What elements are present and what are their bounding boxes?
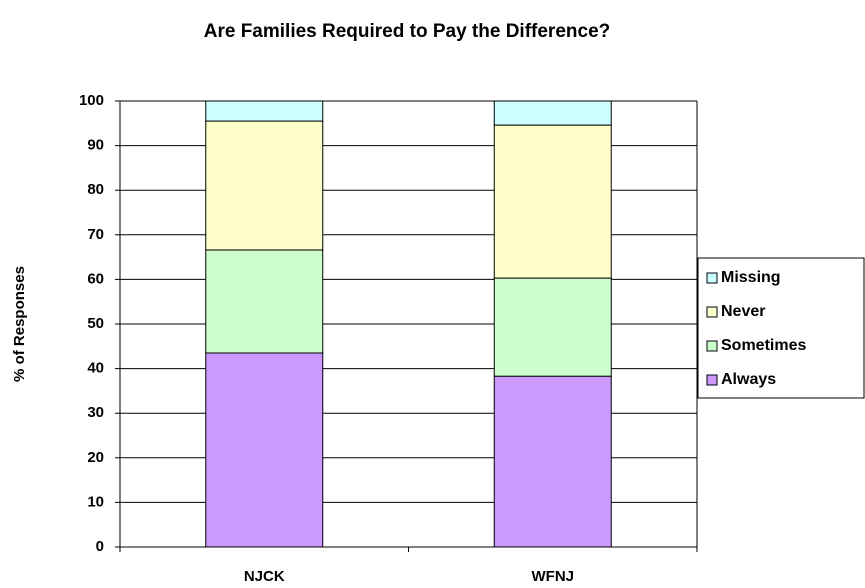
legend-label: Missing	[721, 269, 781, 286]
y-tick-label: 20	[87, 449, 104, 466]
bar-segment	[493, 124, 612, 279]
y-tick-label: 50	[87, 315, 104, 332]
bar-segment	[493, 100, 612, 126]
y-tick-label: 30	[87, 404, 104, 421]
bar-segment	[205, 100, 324, 122]
bar-segment	[205, 352, 324, 548]
x-tick-label: WFNJ	[532, 568, 575, 585]
y-tick-label: 80	[87, 181, 104, 198]
bar-segment	[205, 249, 324, 354]
legend-swatch	[706, 272, 718, 284]
y-tick-label: 10	[87, 493, 104, 510]
bar-segment	[493, 375, 612, 548]
legend-swatch	[706, 306, 718, 318]
bar-segment	[493, 277, 612, 377]
legend-swatch	[706, 374, 718, 386]
y-tick-label: 0	[96, 538, 104, 555]
bar-segment	[205, 120, 324, 251]
legend-label: Always	[721, 371, 776, 388]
legend-swatch	[706, 340, 718, 352]
x-tick-label: NJCK	[244, 568, 285, 585]
chart-title: Are Families Required to Pay the Differe…	[204, 21, 611, 42]
y-axis-label: % of Responses	[11, 266, 28, 382]
y-tick-label: 40	[87, 360, 104, 377]
y-tick-label: 90	[87, 137, 104, 154]
y-tick-label: 60	[87, 270, 104, 287]
legend-label: Sometimes	[721, 337, 806, 354]
legend-label: Never	[721, 303, 765, 320]
legend-box	[697, 257, 865, 399]
y-tick-label: 100	[79, 92, 104, 109]
y-tick-label: 70	[87, 226, 104, 243]
